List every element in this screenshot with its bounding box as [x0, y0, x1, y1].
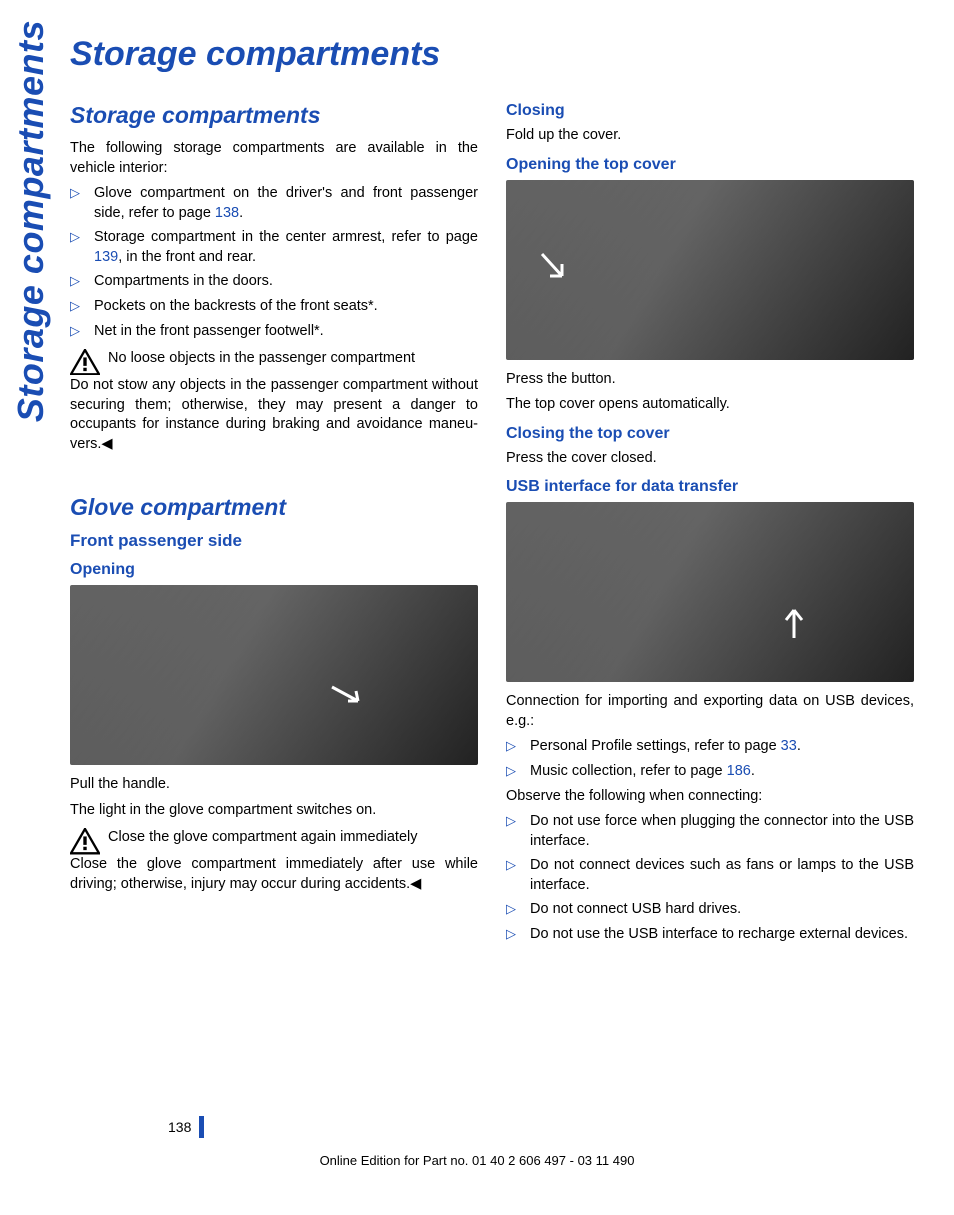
body-text: Connection for importing and exporting d… [506, 692, 914, 731]
body-text: Pull the handle. [70, 775, 478, 795]
heading-close-top: Closing the top cover [506, 425, 914, 443]
list-item: Do not connect USB hard drives. [506, 900, 914, 920]
heading-usb: USB interface for data transfer [506, 478, 914, 496]
body-text: The light in the glove compartment switc… [70, 801, 478, 821]
body-text: The top cover opens automatically. [506, 395, 914, 415]
figure-glove-opening [70, 585, 478, 765]
heading-open-top: Opening the top cover [506, 156, 914, 174]
body-text: Press the cover closed. [506, 449, 914, 469]
list-item: Net in the front passenger footwell*. [70, 322, 478, 342]
heading-closing: Closing [506, 102, 914, 120]
warning-head: No loose objects in the passenger com­pa… [70, 349, 478, 376]
list-text: Do not connect devices such as fans or l… [530, 857, 914, 893]
left-column: Storage compartments The following stora… [70, 102, 478, 949]
list-text: . [797, 738, 801, 754]
body-text: Press the button. [506, 370, 914, 390]
heading-opening: Opening [70, 561, 478, 579]
list-text: . [239, 205, 243, 221]
page-title: Storage compartments [70, 35, 914, 74]
body-text: Fold up the cover. [506, 126, 914, 146]
page-ref[interactable]: 139 [94, 249, 118, 265]
warning-body: Close the glove compartment immediately … [70, 855, 478, 894]
intro-text: The following storage compartments are a… [70, 139, 478, 178]
warning-block: Close the glove compartment again im­med… [70, 828, 478, 894]
page-number-wrap: 138 [168, 1116, 204, 1138]
warning-lead: Close the glove compartment again im­med… [108, 828, 417, 848]
page: Storage compartments Storage compartment… [0, 0, 954, 1180]
storage-list: Glove compartment on the driver's and fr… [70, 184, 478, 341]
usb-list-a: Personal Profile settings, refer to page… [506, 737, 914, 781]
arrow-icon [328, 677, 368, 717]
list-item: Pockets on the backrests of the front se… [70, 297, 478, 317]
list-item: Glove compartment on the driver's and fr… [70, 184, 478, 223]
page-bar-icon [199, 1116, 204, 1138]
section-heading-storage: Storage compartments [70, 102, 478, 129]
list-text: . [751, 763, 755, 779]
list-text: Music collection, refer to page [530, 763, 727, 779]
list-text: Compartments in the doors. [94, 273, 273, 289]
figure-usb [506, 502, 914, 682]
right-column: Closing Fold up the cover. Opening the t… [506, 102, 914, 949]
arrow-icon [774, 602, 814, 642]
list-text: Glove compartment on the driver's and fr… [94, 185, 478, 221]
warning-head: Close the glove compartment again im­med… [70, 828, 478, 855]
list-item: Do not use force when plugging the con­n… [506, 812, 914, 851]
warning-icon [70, 349, 100, 376]
list-item: Do not connect devices such as fans or l… [506, 856, 914, 895]
list-text: Do not use force when plugging the con­n… [530, 813, 914, 849]
footer-text: Online Edition for Part no. 01 40 2 606 … [0, 1153, 954, 1168]
warning-lead: No loose objects in the passenger com­pa… [108, 349, 415, 369]
arrow-icon [534, 248, 574, 288]
warning-icon [70, 828, 100, 855]
list-item: Do not use the USB interface to recharge… [506, 925, 914, 945]
list-text: Do not use the USB interface to recharge… [530, 926, 908, 942]
list-text: Storage compartment in the center armres… [94, 229, 478, 245]
list-item: Personal Profile settings, refer to page… [506, 737, 914, 757]
page-ref[interactable]: 186 [727, 763, 751, 779]
usb-list-b: Do not use force when plugging the con­n… [506, 812, 914, 944]
list-text: Personal Profile settings, refer to page [530, 738, 781, 754]
figure-top-cover [506, 180, 914, 360]
warning-block: No loose objects in the passenger com­pa… [70, 349, 478, 454]
list-text: Net in the front passenger footwell*. [94, 323, 324, 339]
list-text: , in the front and rear. [118, 249, 256, 265]
list-item: Music collection, refer to page 186. [506, 762, 914, 782]
page-ref[interactable]: 138 [215, 205, 239, 221]
list-item: Compartments in the doors. [70, 272, 478, 292]
list-item: Storage compartment in the center armres… [70, 228, 478, 267]
content-columns: Storage compartments The following stora… [70, 102, 914, 949]
page-number: 138 [168, 1119, 191, 1135]
warning-body: Do not stow any objects in the passenger… [70, 376, 478, 454]
side-tab: Storage compartments [10, 20, 52, 422]
body-text: Observe the following when connecting: [506, 787, 914, 807]
subsection-fps: Front passenger side [70, 531, 478, 551]
list-text: Do not connect USB hard drives. [530, 901, 741, 917]
page-ref[interactable]: 33 [781, 738, 797, 754]
section-heading-glove: Glove compartment [70, 494, 478, 521]
list-text: Pockets on the backrests of the front se… [94, 298, 378, 314]
